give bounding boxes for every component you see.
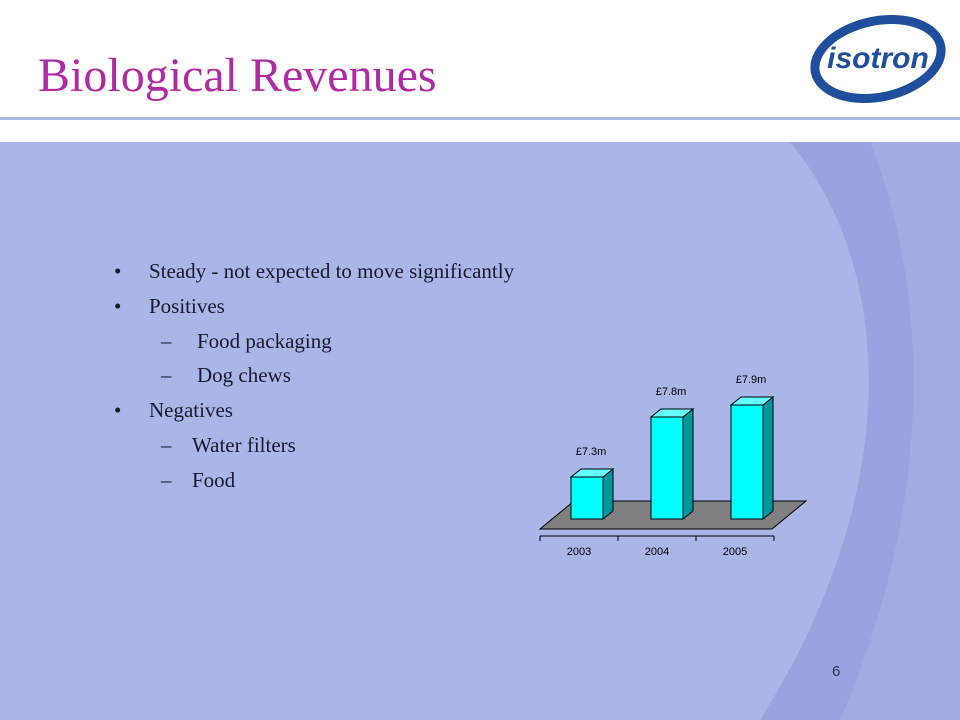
bar-side <box>762 395 774 521</box>
bar <box>570 476 604 520</box>
bar-side <box>602 467 614 521</box>
bullet-list: Steady - not expected to move significan… <box>112 254 514 498</box>
bar <box>650 416 684 520</box>
sub-bullet-item: Food packaging <box>112 324 514 359</box>
bar <box>730 404 764 520</box>
x-tick-label: 2005 <box>723 546 747 558</box>
revenue-chart: £7.3m 2003 £7.8m 2004 £7.9m 2005 <box>538 374 808 558</box>
data-label: £7.8m <box>656 386 687 398</box>
bullet-item: Positives <box>112 289 514 324</box>
slide-title: Biological Revenues <box>38 49 437 102</box>
svg-text:isotron: isotron <box>827 42 929 75</box>
sub-bullet-item: Dog chews <box>112 358 514 393</box>
title-divider <box>0 117 960 120</box>
x-tick-label: 2003 <box>567 546 591 558</box>
bullet-item: Steady - not expected to move significan… <box>112 254 514 289</box>
isotron-logo: isotron <box>810 15 946 103</box>
page-number: 6 <box>832 663 841 680</box>
bar-side <box>682 407 694 521</box>
sub-bullet-item: Water filters <box>112 428 514 463</box>
x-tick-label: 2004 <box>645 546 669 558</box>
bullet-item: Negatives <box>112 393 514 428</box>
sub-bullet-item: Food <box>112 463 514 498</box>
background-swoosh <box>760 142 960 720</box>
data-label: £7.3m <box>576 446 607 458</box>
data-label: £7.9m <box>736 374 767 386</box>
